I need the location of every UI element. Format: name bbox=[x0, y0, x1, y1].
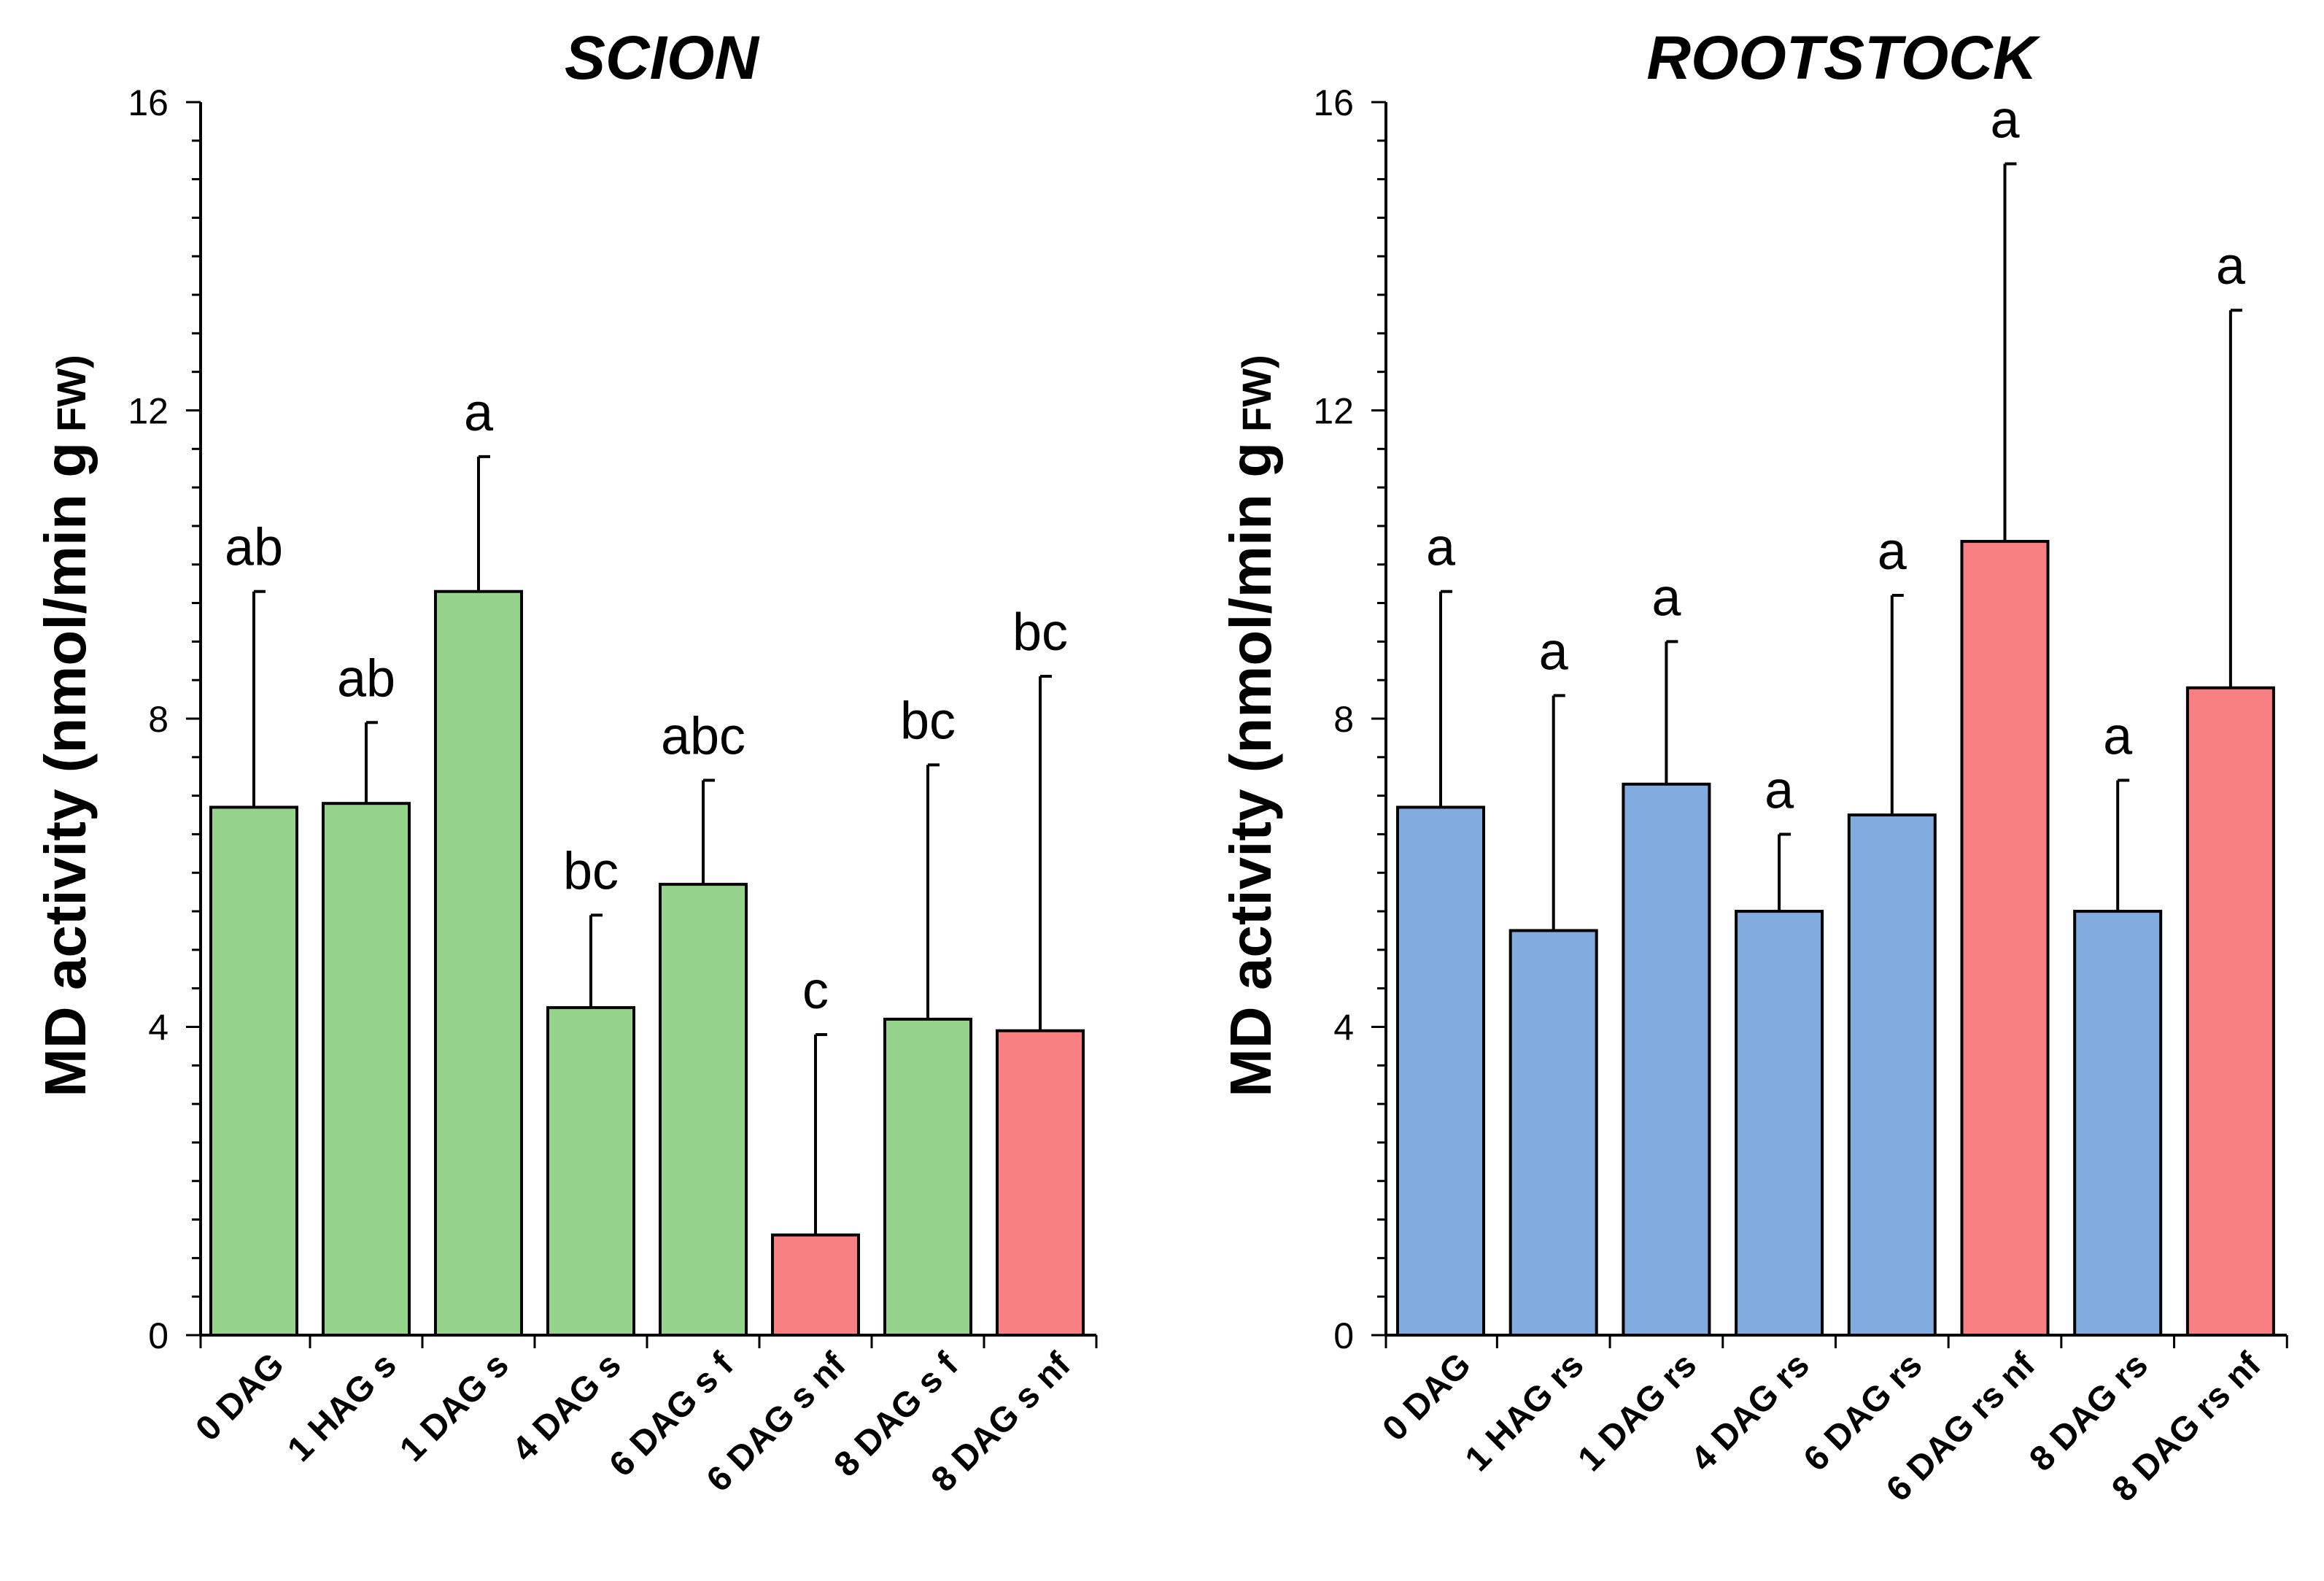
y-tick-label: 16 bbox=[128, 82, 169, 123]
bar bbox=[659, 883, 748, 1337]
bar bbox=[1396, 805, 1485, 1337]
significance-letter: a bbox=[1426, 519, 1456, 577]
significance-letter: a bbox=[1539, 622, 1569, 681]
y-tick-label: 8 bbox=[148, 699, 169, 740]
significance-letter: ab bbox=[337, 649, 395, 708]
bar bbox=[209, 805, 298, 1337]
x-category-label: 0 DAG bbox=[1376, 1345, 1479, 1448]
y-axis-label: MD activity (nmol/min g FW) bbox=[1218, 355, 1283, 1097]
significance-letter: a bbox=[1878, 522, 1907, 581]
y-tick-label: 4 bbox=[148, 1008, 169, 1048]
chart-title: ROOTSTOCK bbox=[1646, 23, 2040, 92]
significance-letter: a bbox=[2103, 708, 2133, 766]
x-category-label: 1 HAG s bbox=[280, 1345, 404, 1469]
bar bbox=[1960, 540, 2050, 1337]
chart-panel-rootstock: ROOTSTOCK MD activity (nmol/min g FW) 0 4 8 12… bbox=[1218, 23, 2288, 1509]
y-tick-label: 12 bbox=[1313, 391, 1354, 432]
bar bbox=[2073, 910, 2163, 1337]
y-axis-label-unit: FW) bbox=[48, 355, 94, 432]
bar bbox=[1735, 910, 1824, 1337]
bar bbox=[1508, 929, 1598, 1337]
bar bbox=[322, 802, 411, 1337]
y-axis-label-main: MD activity (nmol/min g bbox=[33, 442, 98, 1097]
bar bbox=[1622, 782, 1711, 1337]
y-tick-label: 16 bbox=[1313, 82, 1354, 123]
y-tick-label: 4 bbox=[1333, 1008, 1354, 1048]
significance-letter: a bbox=[464, 384, 494, 442]
significance-letter: a bbox=[1651, 568, 1681, 627]
bar bbox=[883, 1017, 972, 1337]
significance-letter: a bbox=[1990, 91, 2020, 150]
x-category-label: 0 DAG bbox=[189, 1345, 292, 1448]
y-tick-label: 0 bbox=[148, 1315, 169, 1356]
bar bbox=[1847, 813, 1937, 1337]
y-axis-label-main: MD activity (nmol/min g bbox=[1218, 442, 1283, 1097]
significance-letter: abc bbox=[661, 708, 745, 766]
bar bbox=[996, 1029, 1085, 1337]
x-category-label: 1 DAG rs bbox=[1570, 1345, 1704, 1479]
bar bbox=[2185, 686, 2275, 1337]
bar bbox=[434, 590, 523, 1337]
significance-letter: bc bbox=[563, 842, 619, 900]
bar bbox=[771, 1233, 860, 1337]
significance-letter: ab bbox=[225, 519, 283, 577]
y-tick-label: 0 bbox=[1333, 1315, 1354, 1356]
y-axis-label: MD activity (nmol/min g FW) bbox=[33, 355, 98, 1097]
y-tick-label: 8 bbox=[1333, 699, 1354, 740]
x-category-label: 1 HAG rs bbox=[1458, 1345, 1592, 1479]
significance-letter: c bbox=[802, 962, 829, 1020]
y-axis-label-unit: FW) bbox=[1233, 355, 1279, 432]
significance-letter: bc bbox=[1012, 603, 1068, 662]
x-category-label: 1 DAG s bbox=[392, 1345, 516, 1469]
y-tick-label: 12 bbox=[128, 391, 169, 432]
bar bbox=[546, 1006, 635, 1337]
x-category-label: 4 DAG rs bbox=[1684, 1345, 1817, 1479]
significance-letter: a bbox=[1765, 761, 1794, 819]
chart-title: SCION bbox=[565, 23, 760, 92]
significance-letter: bc bbox=[900, 692, 956, 750]
significance-letter: a bbox=[2216, 237, 2246, 295]
